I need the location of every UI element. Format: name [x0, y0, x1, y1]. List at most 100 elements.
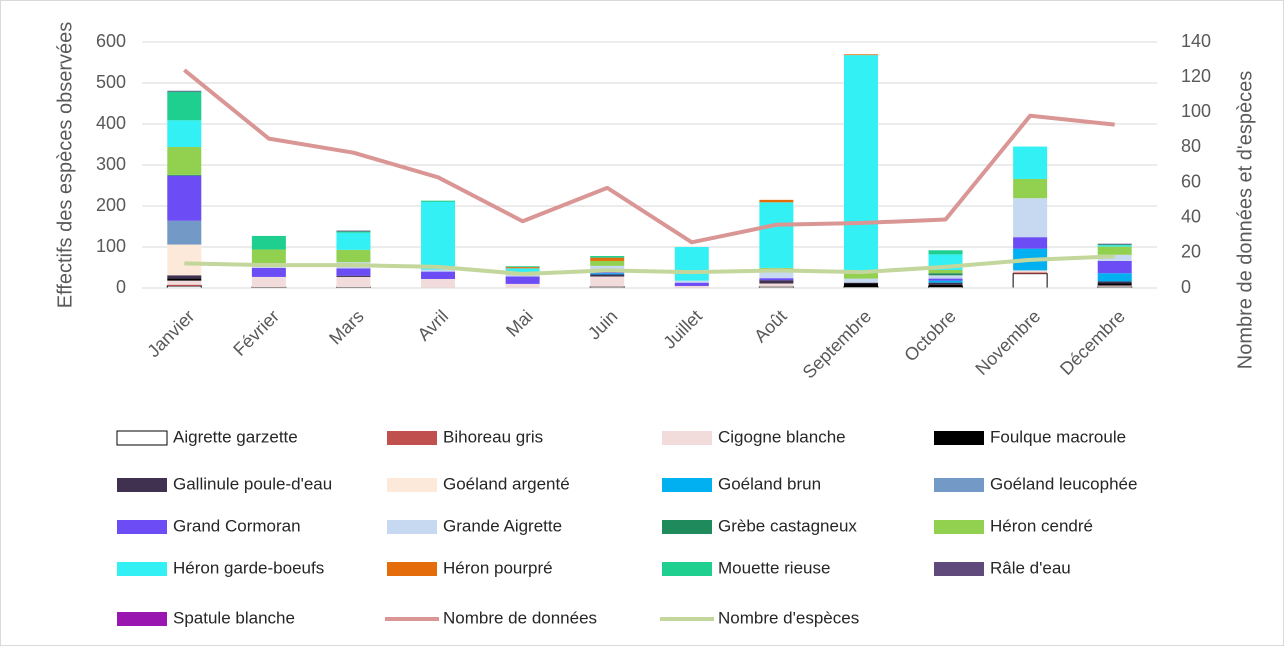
- bar-segment: [928, 280, 963, 283]
- legend-label: Goéland leucophée: [990, 474, 1137, 493]
- y2-tick-label: 100: [1181, 101, 1211, 121]
- bar-segment: [928, 275, 963, 279]
- bar-segment: [167, 284, 202, 286]
- legend-label: Grande Aigrette: [443, 516, 562, 535]
- legend-swatch: [387, 520, 437, 534]
- bar-segment: [1097, 273, 1132, 282]
- legend-swatch: [934, 431, 984, 445]
- bar-segment: [505, 266, 540, 268]
- bar-segment: [167, 280, 202, 285]
- legend-label: Mouette rieuse: [718, 558, 830, 577]
- bar-segment: [336, 230, 371, 232]
- line-series: [184, 254, 1115, 276]
- bar-segment: [167, 275, 202, 279]
- bar-segment: [1097, 283, 1132, 286]
- bar-segment: [167, 90, 202, 92]
- legend-label: Bihoreau gris: [443, 427, 543, 446]
- bar-segment: [336, 276, 371, 288]
- legend-swatch: [387, 431, 437, 445]
- y-tick-label: 0: [116, 277, 126, 297]
- y-tick-label: 600: [96, 31, 126, 51]
- y2-tick-label: 140: [1181, 31, 1211, 51]
- bar-segment: [336, 231, 371, 233]
- bar-segment: [674, 280, 709, 283]
- bar-segment: [590, 257, 625, 261]
- bar-segment: [590, 260, 625, 266]
- legend-label: Foulque macroule: [990, 427, 1126, 446]
- legend-swatch: [387, 562, 437, 576]
- bar-segment: [1013, 272, 1048, 274]
- line-series: [183, 68, 1115, 245]
- y2-tick-label: 0: [1181, 277, 1191, 297]
- bar-segment: [421, 269, 456, 272]
- y-tick-label: 100: [96, 236, 126, 256]
- bar-segment: [251, 249, 286, 263]
- legend-label: Aigrette garzette: [173, 427, 298, 446]
- legend-swatch: [662, 562, 712, 576]
- bar-segment: [167, 175, 202, 221]
- legend-swatch: [662, 478, 712, 492]
- bar-segment: [759, 280, 794, 284]
- bar-segment: [505, 283, 540, 288]
- bar-segment: [928, 273, 963, 276]
- bar-segment: [336, 232, 371, 250]
- bar-segment: [251, 276, 286, 288]
- bar-segment: [1013, 198, 1048, 238]
- bar-segment: [759, 202, 794, 268]
- bar-segment: [336, 275, 371, 277]
- bar-segment: [1013, 178, 1048, 199]
- legend-swatch: [934, 478, 984, 492]
- bar-segment: [1013, 270, 1048, 273]
- legend-label: Spatule blanche: [173, 608, 295, 627]
- legend-label: Héron garde-boeufs: [173, 558, 324, 577]
- legend-label: Grand Cormoran: [173, 516, 301, 535]
- bar-segment: [1097, 260, 1132, 274]
- bar-segment: [336, 249, 371, 263]
- bar-segment: [1097, 285, 1132, 287]
- bar-segment: [251, 235, 286, 250]
- bar-segment: [167, 174, 202, 176]
- bar-segment: [421, 200, 456, 202]
- y-tick-label: 200: [96, 195, 126, 215]
- y-tick-label: 400: [96, 113, 126, 133]
- bar-segment: [928, 278, 963, 281]
- bar-segment: [759, 199, 794, 203]
- legend-label: Grèbe castagneux: [718, 516, 857, 535]
- bar-segment: [928, 284, 963, 287]
- bar-segment: [421, 278, 456, 288]
- bar-segment: [167, 220, 202, 245]
- bar-segment: [421, 271, 456, 279]
- bar-segment: [759, 278, 794, 281]
- legend-label: Râle d'eau: [990, 558, 1071, 577]
- y-axis-title: Effectifs des espèces observées: [54, 22, 76, 308]
- legend-swatch: [117, 562, 167, 576]
- legend-label: Héron cendré: [990, 516, 1093, 535]
- legend-swatch: [116, 430, 168, 446]
- legend-label: Nombre d'espèces: [718, 608, 859, 627]
- y2-tick-label: 80: [1181, 136, 1201, 156]
- bar-segment: [674, 285, 709, 288]
- bar-segment: [843, 272, 878, 279]
- legend-swatch: [387, 478, 437, 492]
- bar-segment: [167, 120, 202, 147]
- bar-segment: [590, 273, 625, 275]
- bar-segment: [843, 278, 878, 283]
- y-tick-label: 500: [96, 72, 126, 92]
- y2-tick-label: 40: [1181, 206, 1201, 226]
- bar-segment: [167, 244, 202, 276]
- bar-segment: [1097, 246, 1132, 255]
- bar-segment: [1097, 243, 1132, 245]
- bar-segment: [759, 269, 794, 279]
- legend-swatch: [662, 431, 712, 445]
- bar-segment: [1097, 281, 1132, 284]
- y-tick-label: 300: [96, 154, 126, 174]
- y2-tick-label: 20: [1181, 242, 1201, 262]
- bar-segment: [674, 247, 709, 281]
- legend-label: Gallinule poule-d'eau: [173, 474, 332, 493]
- y2-tick-label: 60: [1181, 171, 1201, 191]
- bar-segment: [251, 267, 286, 277]
- bar-segment: [674, 282, 709, 286]
- legend-swatch: [934, 562, 984, 576]
- legend-swatch: [117, 612, 167, 626]
